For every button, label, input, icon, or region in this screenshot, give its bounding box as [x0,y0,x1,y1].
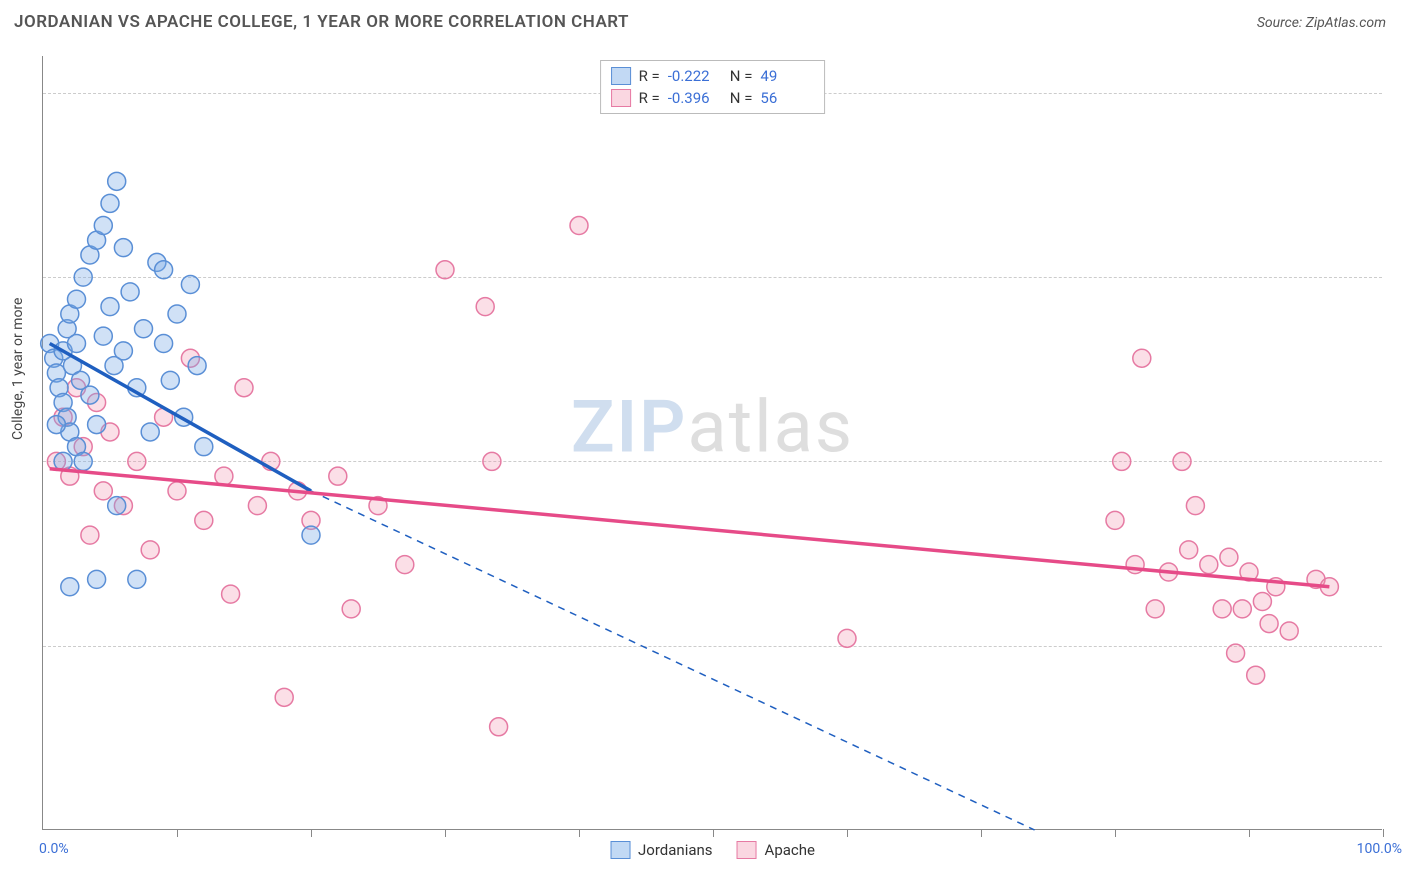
source-credit: Source: ZipAtlas.com [1257,15,1386,31]
x-axis-max-label: 100.0% [1357,841,1402,857]
x-tick [847,829,848,837]
y-tick-label: 100.0% [1392,85,1406,101]
chart-title: JORDANIAN VS APACHE COLLEGE, 1 YEAR OR M… [14,12,629,32]
y-axis-title: College, 1 year or more [10,298,26,440]
y-tick-label: 25.0% [1392,638,1406,654]
legend-label: Jordanians [638,841,713,859]
legend-r-value: -0.222 [668,67,722,85]
legend-swatch [737,841,757,859]
correlation-legend: R = -0.222 N = 49 R = -0.396 N = 56 [600,60,826,114]
y-tick-label: 50.0% [1392,453,1406,469]
x-axis-min-label: 0.0% [39,841,69,857]
legend-swatch [610,841,630,859]
legend-row: R = -0.396 N = 56 [611,87,815,109]
legend-n-label: N = [730,67,753,85]
y-tick-label: 75.0% [1392,269,1406,285]
legend-item: Apache [737,841,815,859]
legend-r-value: -0.396 [668,89,722,107]
scatter-svg [43,56,1382,829]
legend-n-label: N = [730,89,753,107]
legend-swatch [611,67,631,85]
legend-swatch [611,89,631,107]
x-tick [311,829,312,837]
x-tick [1249,829,1250,837]
x-tick [579,829,580,837]
legend-r-label: R = [639,67,660,85]
legend-label: Apache [765,841,815,859]
legend-row: R = -0.222 N = 49 [611,65,815,87]
chart-plot-area: ZIPatlas R =-0.222N =49R =-0.396N =56 0.… [42,56,1382,830]
x-tick [1115,829,1116,837]
legend-r-label: R = [639,89,660,107]
x-tick [177,829,178,837]
x-tick [445,829,446,837]
series-legend: Jordanians Apache [610,841,815,859]
legend-item: Jordanians [610,841,713,859]
x-tick [981,829,982,837]
x-tick [713,829,714,837]
x-tick [1383,829,1384,837]
legend-n-value: 49 [760,67,814,85]
legend-n-value: 56 [760,89,814,107]
